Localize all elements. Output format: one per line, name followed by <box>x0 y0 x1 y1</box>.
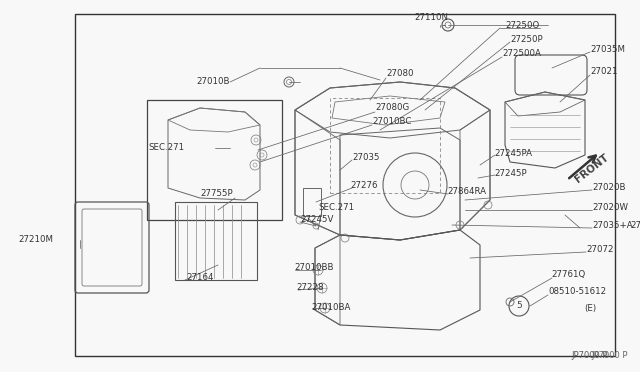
Text: 27755P: 27755P <box>200 189 232 199</box>
Text: 27070: 27070 <box>630 221 640 231</box>
Text: 27035: 27035 <box>352 154 380 163</box>
Text: 27276: 27276 <box>350 182 378 190</box>
Text: 27250O: 27250O <box>505 22 540 31</box>
Text: 27228: 27228 <box>296 283 323 292</box>
Text: 27080: 27080 <box>386 70 413 78</box>
Text: 08510-51612: 08510-51612 <box>548 288 606 296</box>
Text: 27164: 27164 <box>186 273 214 282</box>
Bar <box>175 202 257 280</box>
Text: FRONT: FRONT <box>573 152 611 184</box>
Bar <box>330 98 440 193</box>
Text: 27210M: 27210M <box>18 235 53 244</box>
Bar <box>75 14 615 356</box>
Text: 27761Q: 27761Q <box>551 269 585 279</box>
Text: 27245V: 27245V <box>300 215 333 224</box>
Text: 27072: 27072 <box>586 246 614 254</box>
Bar <box>303 188 321 216</box>
Bar <box>147 100 282 220</box>
Text: 27110N: 27110N <box>414 13 448 22</box>
Text: 27010BB: 27010BB <box>294 263 333 273</box>
Text: 27020W: 27020W <box>592 203 628 212</box>
Text: SEC.271: SEC.271 <box>148 144 184 153</box>
Text: 27250P: 27250P <box>510 35 543 45</box>
Text: 27010BC: 27010BC <box>372 118 412 126</box>
Text: 27010BA: 27010BA <box>311 304 350 312</box>
Text: JP7000 P: JP7000 P <box>572 351 608 360</box>
Text: 27020B: 27020B <box>592 183 625 192</box>
Text: 27245P: 27245P <box>494 170 527 179</box>
Text: (E): (E) <box>584 304 596 312</box>
Text: SEC.271: SEC.271 <box>318 203 354 212</box>
Text: 27010B: 27010B <box>196 77 230 87</box>
Text: 27864RA: 27864RA <box>447 187 486 196</box>
Text: 27080G: 27080G <box>375 103 409 112</box>
Text: 5: 5 <box>516 301 522 311</box>
Text: 27245PA: 27245PA <box>494 150 532 158</box>
Text: 27021: 27021 <box>590 67 618 77</box>
Text: 27035+A: 27035+A <box>592 221 632 231</box>
Text: 272500A: 272500A <box>502 49 541 58</box>
Text: 27035M: 27035M <box>590 45 625 55</box>
Text: JP7000 P: JP7000 P <box>591 351 628 360</box>
